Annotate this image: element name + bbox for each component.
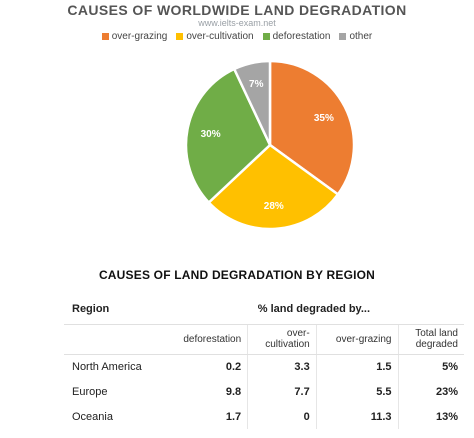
table-cell: 13% <box>397 404 464 429</box>
pie-slice-over-grazing <box>268 59 356 197</box>
group-header: % land degraded by... <box>163 294 464 325</box>
region-name: Oceania <box>72 410 113 423</box>
table-cell: 3.3 <box>247 354 317 379</box>
table-cell: 7.7 <box>247 379 317 404</box>
region-name: North America <box>72 360 142 373</box>
legend-label: deforestation <box>272 31 331 42</box>
table-row: Europe 9.8 7.7 5.5 23% <box>64 379 464 404</box>
legend-item-over-grazing: over-grazing <box>101 31 168 42</box>
legend-swatch <box>262 33 270 40</box>
table-cell: 23% <box>397 379 464 404</box>
legend-label: over-grazing <box>111 31 168 42</box>
table-cell: 1.7 <box>225 410 242 423</box>
column-header-2: over-cultivation <box>247 324 317 355</box>
pie-label-over-cultivation: 28% <box>264 201 284 212</box>
pie-slice-over-cultivation <box>206 143 340 231</box>
column-header-3: over-grazing <box>315 324 398 355</box>
pie-slice-other <box>232 59 272 146</box>
region-table: Region % land degraded by... deforestati… <box>64 294 464 429</box>
column-headers: deforestation over-cultivation over-grazin… <box>64 324 464 355</box>
legend-item-over-cultivation: over-cultivation <box>176 31 254 42</box>
empty-header-cell <box>64 324 164 355</box>
table-row: Oceania 1.7 0 11.3 13% <box>64 404 464 429</box>
pie-chart-title: CAUSES OF WORLDWIDE LAND DEGRADATION <box>67 2 407 18</box>
column-header-4: Total land degraded <box>397 324 464 355</box>
pie-label-other: 7% <box>249 79 264 90</box>
region-column-header: Region <box>64 294 164 325</box>
table-cell: 5% <box>397 354 464 379</box>
legend-item-other: other <box>339 31 372 42</box>
pie-label-deforestation: 30% <box>201 129 221 140</box>
table-cell: 1.5 <box>315 354 398 379</box>
table-cell: 9.8 <box>225 385 242 398</box>
pie-chart: 35% 28% 30% 7% <box>184 59 356 231</box>
table-row: North America 0.2 3.3 1.5 5% <box>64 354 464 379</box>
table-cell: 0 <box>247 404 317 429</box>
pie-legend: over-grazing over-cultivation deforestatio… <box>0 31 474 42</box>
region-name: Europe <box>72 385 108 398</box>
legend-swatch <box>339 33 347 40</box>
table-cell: 11.3 <box>315 404 398 429</box>
pie-label-over-grazing: 35% <box>314 113 334 124</box>
legend-label: over-cultivation <box>186 31 254 42</box>
table-body: North America 0.2 3.3 1.5 5% Europe 9.8 7.7 5.5 2… <box>64 354 464 429</box>
legend-swatch <box>101 33 109 40</box>
legend-item-deforestation: deforestation <box>262 31 331 42</box>
table-cell: 5.5 <box>315 379 398 404</box>
table-cell: 0.2 <box>225 360 242 373</box>
table-title: CAUSES OF LAND DEGRADATION BY REGION <box>98 268 376 282</box>
column-header-1: deforestation <box>163 324 248 355</box>
watermark: www.ielts-exam.net <box>198 18 276 28</box>
legend-swatch <box>176 33 184 40</box>
legend-label: other <box>349 31 373 42</box>
